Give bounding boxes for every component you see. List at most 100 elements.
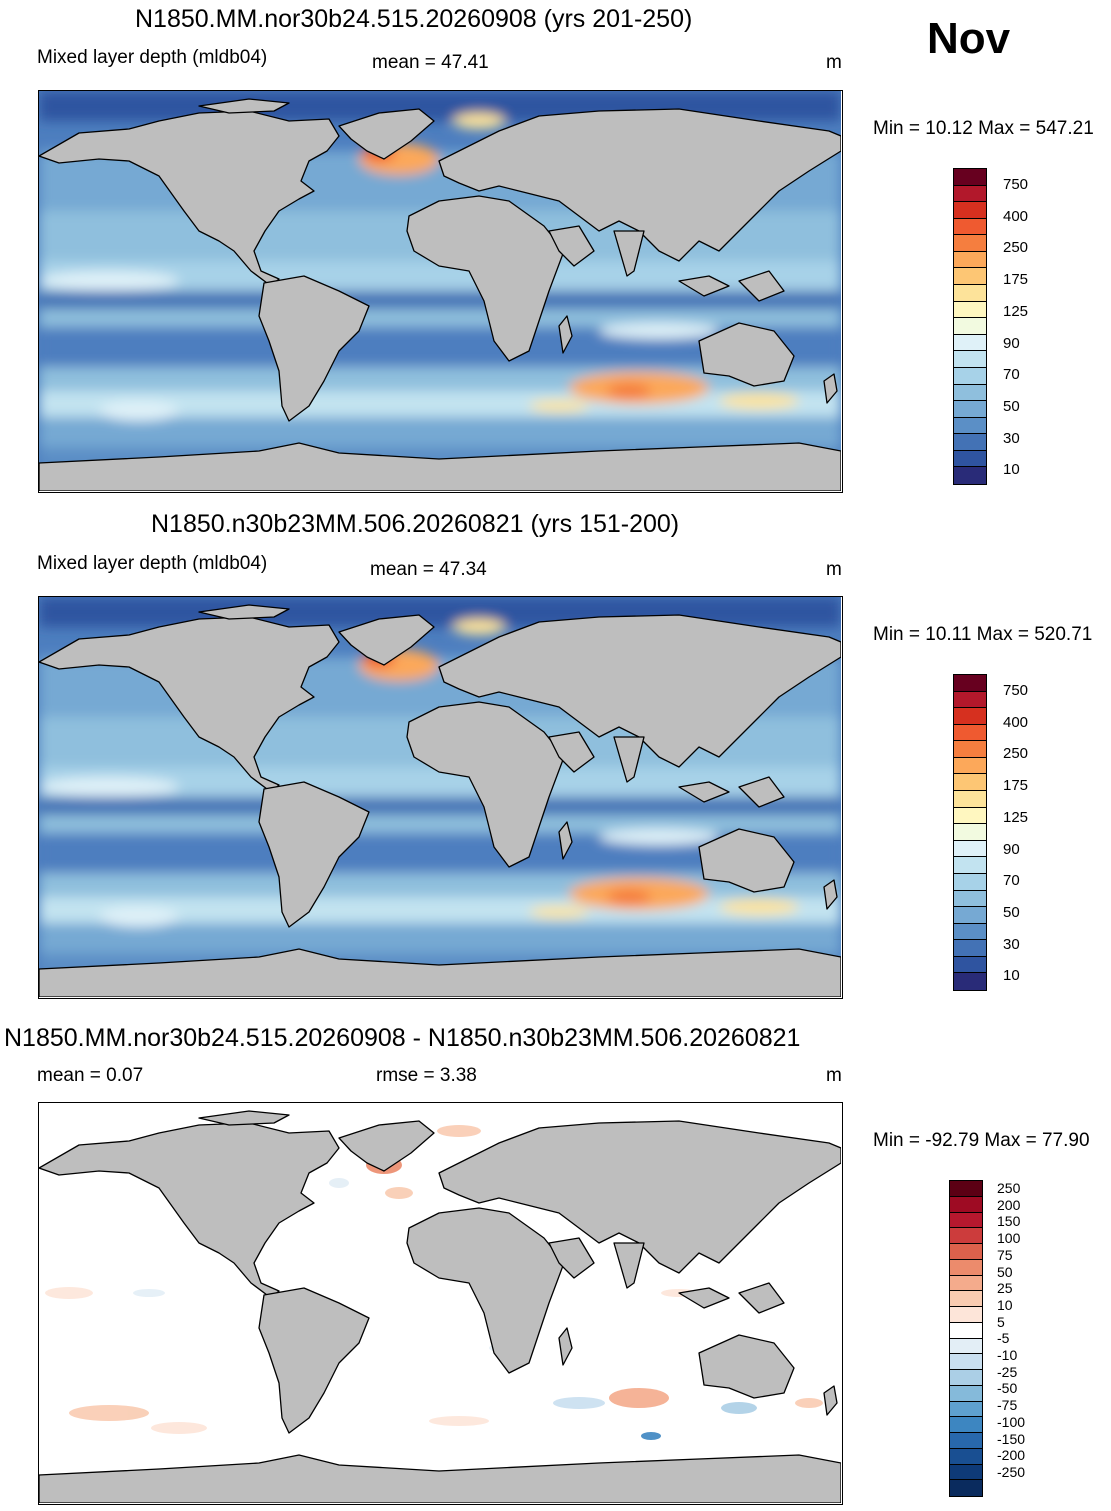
colorbar-swatch [954, 401, 986, 418]
colorbar-swatch [954, 691, 986, 709]
colorbar-tick-label: 750 [1003, 682, 1029, 699]
colorbar-tick-label: -50 [997, 1380, 1018, 1397]
colorbar-swatch [954, 285, 986, 302]
panel3-mean: mean = 0.07 [37, 1065, 144, 1086]
colorbar-swatch [950, 1480, 982, 1496]
colorbar-tick-label: -25 [997, 1363, 1018, 1380]
panel2-title: N1850.n30b23MM.506.20260821 (yrs 151-200… [151, 510, 680, 538]
panel1-title: N1850.MM.nor30b24.515.20260908 (yrs 201-… [135, 5, 693, 33]
colorbar-tick-label: 10 [997, 1296, 1013, 1313]
colorbar-tick-label: -150 [997, 1430, 1026, 1447]
colorbar-swatch [950, 1275, 982, 1292]
colorbar-swatch [950, 1196, 982, 1213]
panel2-units: m [826, 559, 842, 580]
colorbar-swatch [950, 1259, 982, 1276]
colorbar-tick-label: 70 [1003, 872, 1020, 890]
panel2-mean: mean = 47.34 [370, 559, 487, 580]
colorbar-tick-label: 175 [1003, 271, 1029, 289]
colorbar-swatch [950, 1448, 982, 1465]
colorbar-tick-label: 30 [1003, 429, 1020, 447]
colorbar-swatch [950, 1354, 982, 1370]
colorbar-swatch [950, 1417, 982, 1433]
colorbar-tick-label: 10 [1003, 461, 1020, 479]
colorbar-swatch [954, 840, 986, 858]
colorbar-tick-label: 25 [997, 1280, 1013, 1297]
colorbar-swatch [954, 940, 986, 957]
panel2-map [38, 596, 843, 999]
colorbar-swatch [954, 268, 986, 286]
colorbar-tick-label: 10 [1003, 967, 1020, 985]
colorbar-tick-label: 90 [1003, 334, 1020, 352]
colorbar-swatch [950, 1212, 982, 1229]
colorbar-swatch [954, 741, 986, 758]
colorbar-swatch [950, 1244, 982, 1260]
panel3-rmse: rmse = 3.38 [376, 1065, 477, 1086]
colorbar-tick-label: -100 [997, 1413, 1026, 1430]
month-label: Nov [927, 14, 1011, 63]
colorbar-tick-label: 150 [997, 1213, 1021, 1230]
colorbar-swatch [954, 807, 986, 825]
colorbar-swatch [954, 202, 986, 219]
colorbar-swatch [954, 169, 986, 186]
colorbar-swatch [954, 873, 986, 891]
colorbar-tick-label: 90 [1003, 840, 1020, 858]
colorbar-swatch [954, 318, 986, 335]
colorbar-swatch [950, 1385, 982, 1402]
colorbar-tick-label: 750 [1003, 176, 1029, 193]
colorbar-swatch [954, 367, 986, 385]
colorbar-tick-label: 75 [997, 1246, 1013, 1263]
panel2-colorbar [953, 674, 987, 991]
colorbar-tick-label: 400 [1003, 207, 1029, 225]
colorbar-swatch [950, 1307, 982, 1323]
colorbar-tick-label: 125 [1003, 808, 1029, 826]
colorbar-swatch [954, 956, 986, 974]
panel3-map [38, 1102, 843, 1505]
colorbar-tick-label: 400 [1003, 713, 1029, 731]
panel3-colorbar [949, 1180, 983, 1497]
colorbar-tick-label: 50 [1003, 903, 1020, 921]
panel2-minmax: Min = 10.11 Max = 520.71 [873, 624, 1093, 645]
colorbar-swatch [954, 301, 986, 319]
colorbar-swatch [954, 890, 986, 908]
colorbar-swatch [954, 417, 986, 435]
colorbar-tick-label: 250 [1003, 239, 1029, 257]
colorbar-swatch [950, 1370, 982, 1386]
colorbar-tick-label: 125 [1003, 302, 1029, 320]
colorbar-swatch [954, 774, 986, 792]
colorbar-swatch [954, 384, 986, 402]
colorbar-swatch [954, 675, 986, 692]
colorbar-swatch [954, 185, 986, 203]
colorbar-swatch [954, 724, 986, 742]
colorbar-tick-label: -10 [997, 1347, 1018, 1363]
panel1-colorbar [953, 168, 987, 485]
colorbar-tick-label: 175 [1003, 777, 1029, 795]
colorbar-tick-label: 30 [1003, 935, 1020, 953]
panel1-mean: mean = 47.41 [372, 52, 489, 73]
colorbar-swatch [954, 857, 986, 874]
colorbar-tick-label: 250 [1003, 745, 1029, 763]
panel1-units: m [826, 52, 842, 73]
colorbar-swatch [950, 1433, 982, 1449]
panel2-variable: Mixed layer depth (mldb04) [37, 553, 268, 574]
colorbar-tick-label: 250 [997, 1180, 1021, 1196]
colorbar-tick-label: 100 [997, 1230, 1021, 1247]
colorbar-tick-label: 50 [1003, 397, 1020, 415]
colorbar-swatch [954, 450, 986, 468]
colorbar-swatch [954, 467, 986, 484]
colorbar-tick-label: -250 [997, 1463, 1026, 1480]
colorbar-swatch [954, 973, 986, 990]
colorbar-swatch [950, 1338, 982, 1355]
panel3-title: N1850.MM.nor30b24.515.20260908 - N1850.n… [4, 1024, 801, 1052]
panel3-units: m [826, 1065, 842, 1086]
colorbar-swatch [950, 1322, 982, 1339]
colorbar-swatch [954, 434, 986, 451]
colorbar-tick-label: 200 [997, 1196, 1021, 1213]
colorbar-swatch [954, 708, 986, 725]
colorbar-swatch [954, 757, 986, 775]
panel1-map [38, 90, 843, 493]
colorbar-tick-label: 5 [997, 1313, 1005, 1330]
panel1-minmax: Min = 10.12 Max = 547.21 [873, 118, 1094, 139]
colorbar-swatch [954, 923, 986, 941]
colorbar-swatch [954, 334, 986, 352]
colorbar-swatch [954, 235, 986, 252]
